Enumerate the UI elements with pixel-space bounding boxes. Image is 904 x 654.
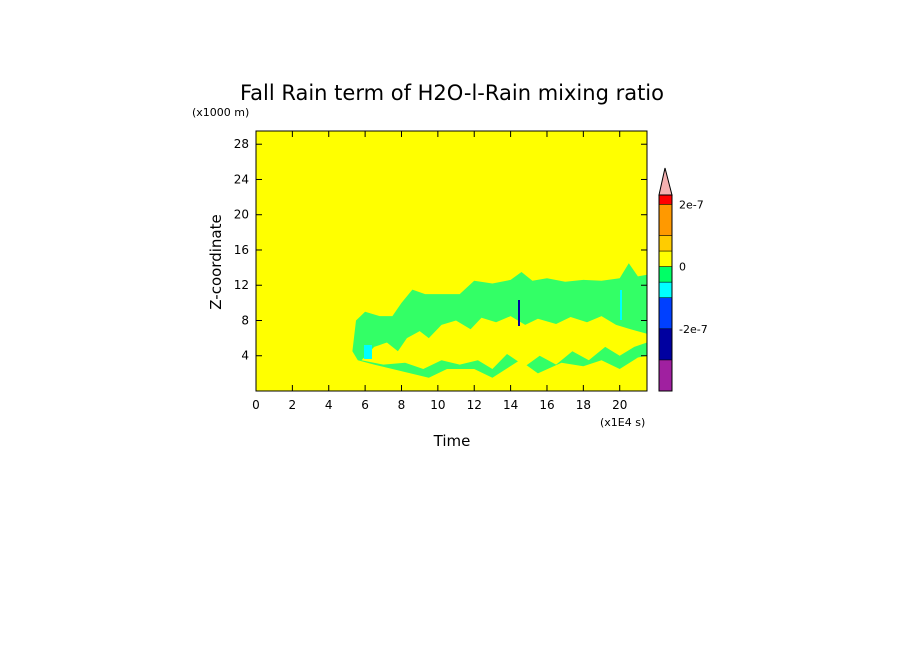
y-tick-label: 8	[241, 313, 249, 327]
x-tick-label: 4	[325, 398, 333, 412]
x-tick-label: 14	[503, 398, 518, 412]
colorbar-label: -2e-7	[679, 323, 708, 336]
colorbar-frame	[658, 194, 673, 392]
colorbar-box	[658, 204, 673, 236]
colorbar-box	[658, 266, 673, 283]
x-tick-label: 0	[252, 398, 260, 412]
x-tick-label: 8	[398, 398, 406, 412]
colorbar-box	[658, 359, 673, 392]
colorbar-over-triangle	[658, 167, 673, 196]
y-tick-label: 16	[234, 243, 249, 257]
x-tick-label: 10	[430, 398, 445, 412]
y-tick-label: 28	[234, 137, 249, 151]
y-tick-label: 20	[234, 208, 249, 222]
colorbar: 2e-7 0 -2e-7	[658, 167, 708, 392]
chart-title: Fall Rain term of H2O-l-Rain mixing rati…	[240, 81, 664, 105]
colorbar-boxes	[658, 194, 673, 392]
colorbar-box	[658, 235, 673, 252]
colorbar-box	[658, 328, 673, 361]
plot-frame	[255, 130, 648, 392]
x-tick-label: 16	[539, 398, 554, 412]
x-tick-label: 20	[612, 398, 627, 412]
y-ticks: 4 8 12 16 20 24 28	[234, 137, 647, 363]
x-tick-label: 6	[361, 398, 369, 412]
x-tick-label: 2	[289, 398, 297, 412]
x-tick-label: 12	[467, 398, 482, 412]
x-axis-label: Time	[433, 432, 471, 450]
streak-mark	[620, 290, 622, 320]
y-axis-label: Z-coordinate	[207, 214, 225, 309]
streak-mark	[364, 345, 372, 359]
x-ticks: 0 2 4 6 8 10 12 14 16 18 20	[252, 131, 627, 412]
y-tick-label: 4	[241, 349, 249, 363]
streak-marks	[364, 290, 622, 359]
streak-mark	[518, 300, 520, 326]
positive-gap-region	[361, 316, 647, 369]
colorbar-box	[658, 194, 673, 205]
colorbar-box	[658, 297, 673, 330]
colorbar-box	[658, 281, 673, 298]
colorbar-label: 2e-7	[679, 198, 704, 211]
x-tick-label: 18	[576, 398, 591, 412]
y-tick-label: 12	[234, 278, 249, 292]
y-unit-label: (x1000 m)	[192, 106, 249, 119]
contour-regions	[352, 263, 647, 378]
y-tick-label: 24	[234, 172, 249, 186]
colorbar-label: 0	[679, 261, 686, 274]
x-unit-label: (x1E4 s)	[600, 416, 645, 429]
colorbar-box	[658, 250, 673, 267]
